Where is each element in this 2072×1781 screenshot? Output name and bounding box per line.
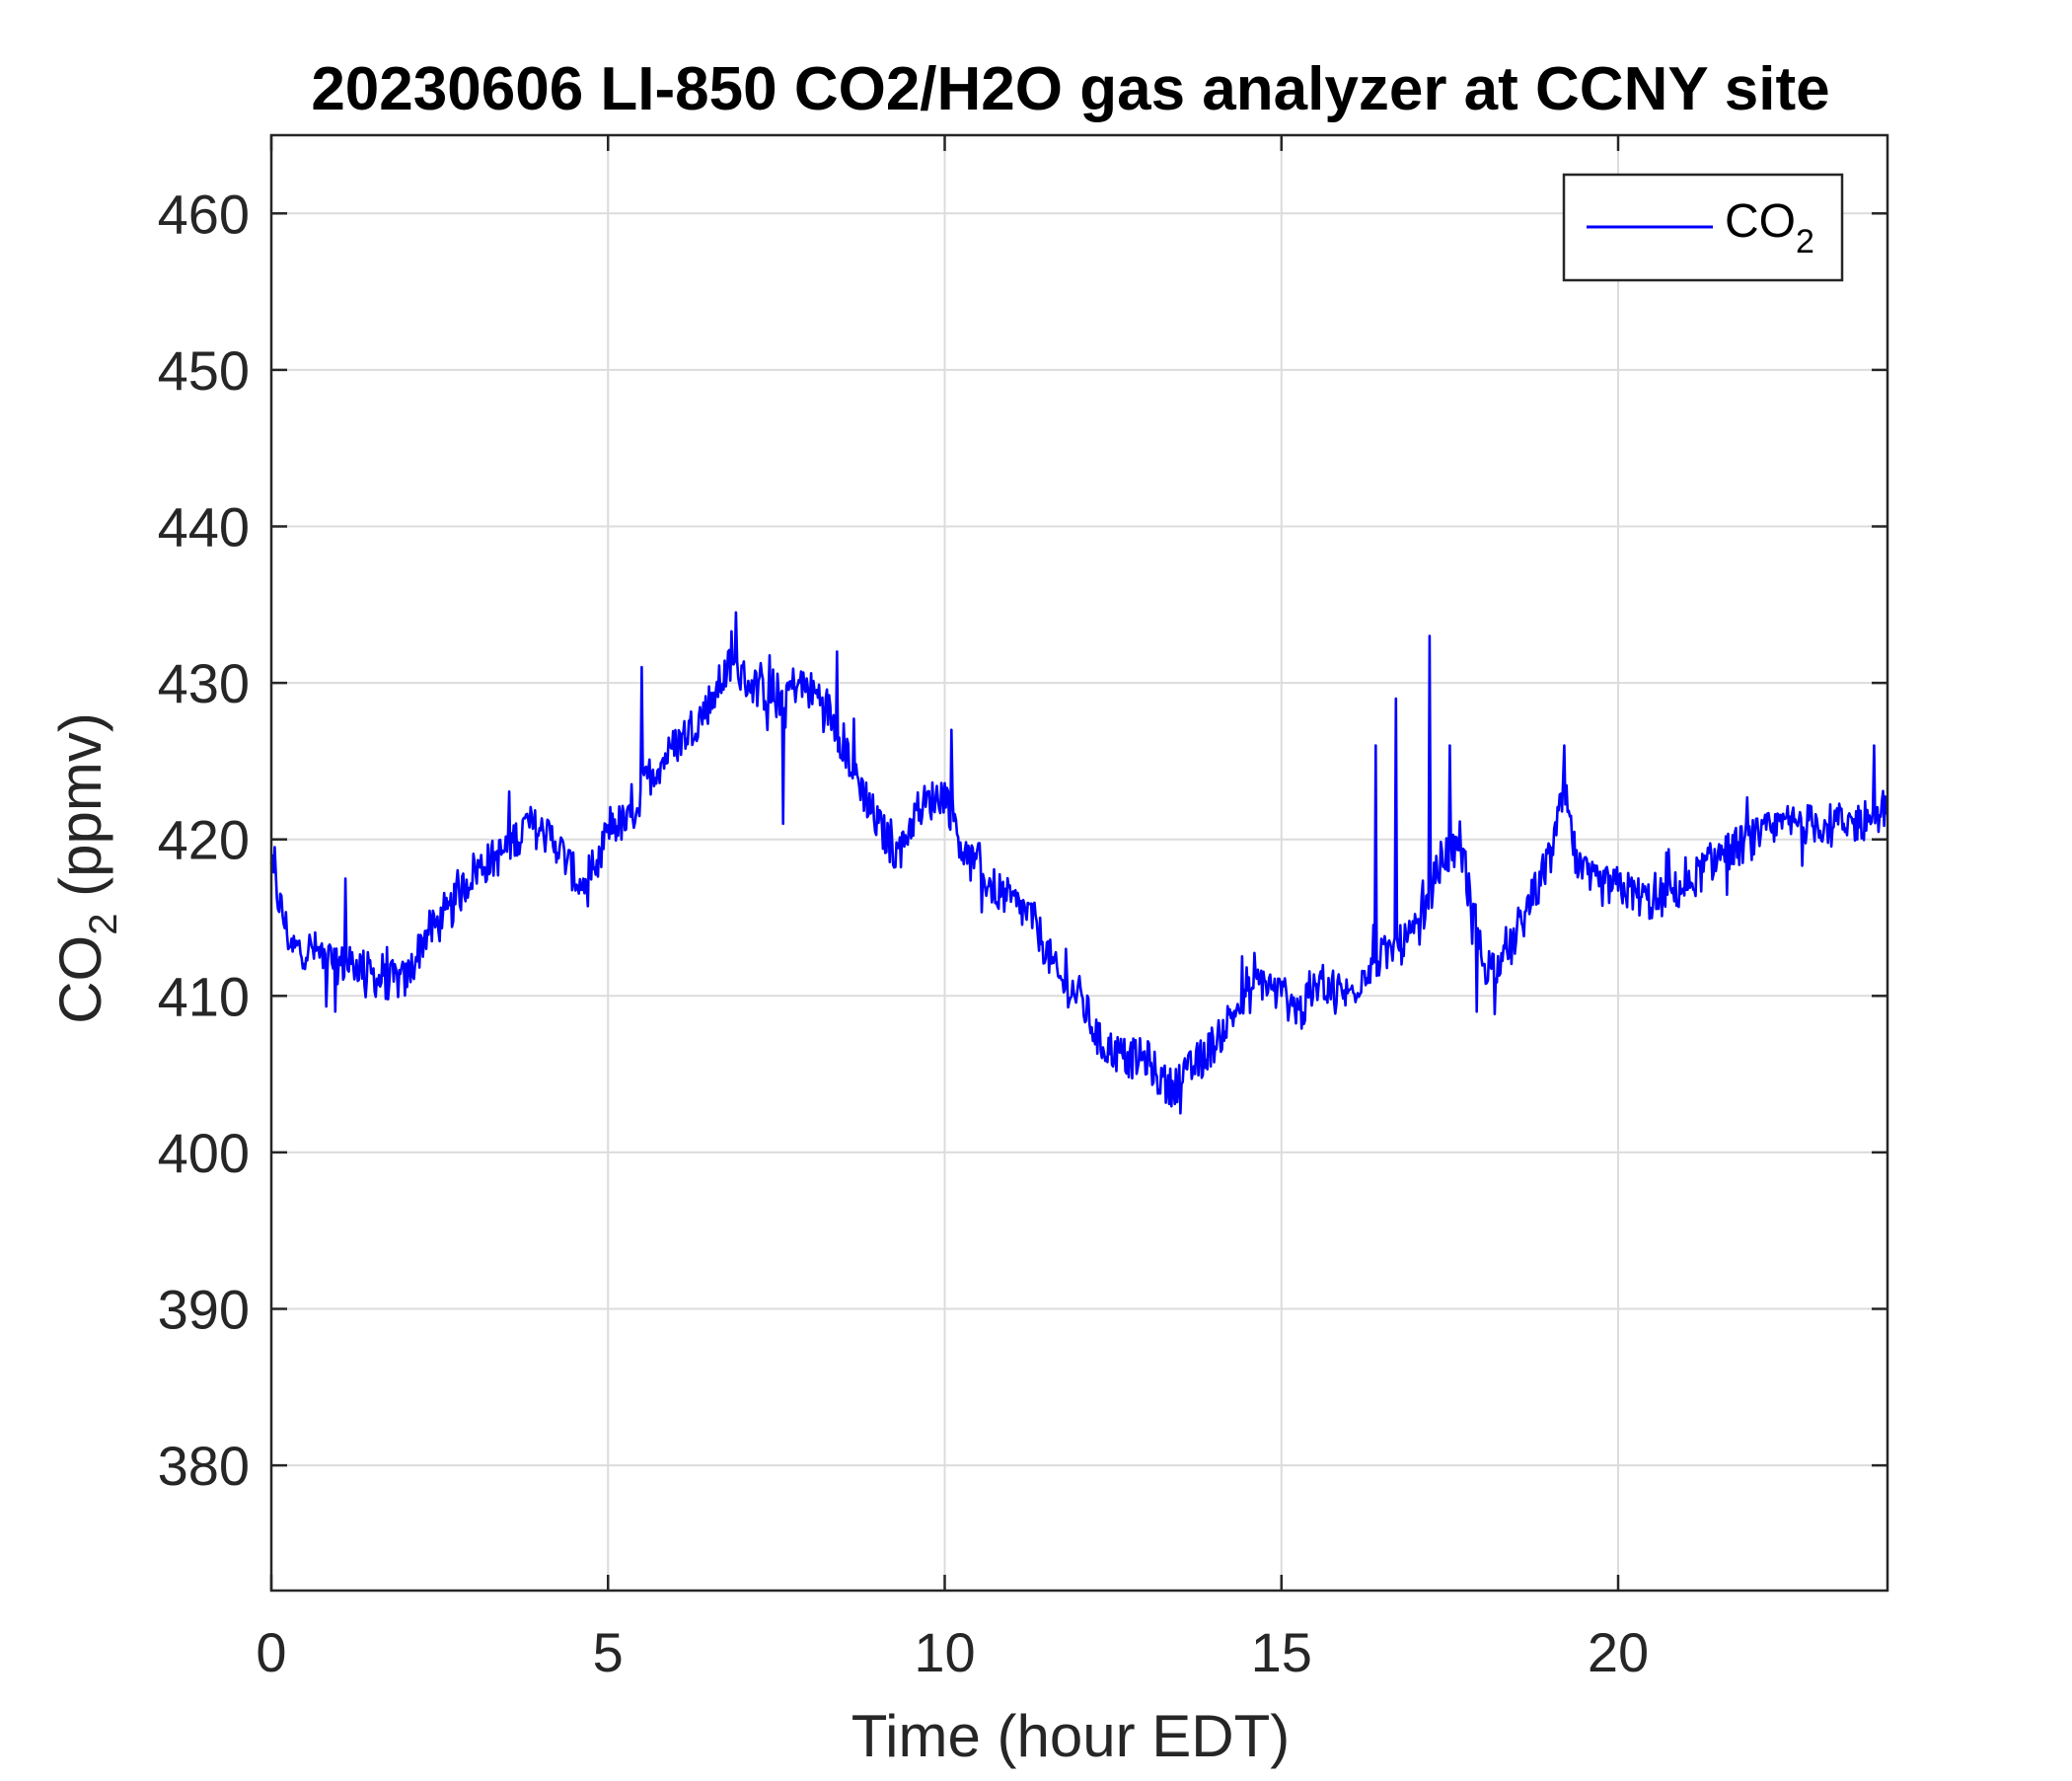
chart-title: 20230606 LI-850 CO2/H2O gas analyzer at … [311, 55, 1829, 123]
grid [271, 135, 1887, 1591]
y-axis-label-subscript: 2 [82, 914, 125, 935]
y-tick-label: 380 [158, 1435, 250, 1497]
legend: CO2 [1562, 173, 1844, 282]
legend-label-co2: CO2 [1725, 195, 1814, 260]
x-tick-label: 15 [1251, 1621, 1312, 1683]
x-tick-label: 0 [256, 1621, 286, 1683]
tick-labels: 0 5 10 15 20 380 390 400 410 420 430 440 450 460 [158, 183, 1650, 1683]
y-tick-label: 390 [158, 1279, 250, 1341]
series-line-co2 [269, 611, 1889, 1115]
y-tick-label: 410 [158, 965, 250, 1027]
series-layer [269, 611, 1889, 1115]
legend-label-subscript: 2 [1796, 223, 1814, 260]
axes [269, 133, 1889, 1593]
y-tick-label: 460 [158, 183, 250, 245]
x-tick-label: 20 [1588, 1621, 1649, 1683]
y-tick-label: 420 [158, 809, 250, 871]
legend-label-main: CO [1725, 195, 1796, 248]
x-tick-label: 5 [593, 1621, 624, 1683]
y-axis-label: CO2 (ppmv) [47, 712, 125, 1024]
y-axis-label-main: CO [47, 935, 113, 1024]
y-tick-label: 430 [158, 652, 250, 714]
x-axis-label: Time (hour EDT) [851, 1703, 1291, 1769]
y-tick-label: 400 [158, 1122, 250, 1184]
x-tick-label: 10 [914, 1621, 975, 1683]
plot-frame [269, 133, 1889, 1593]
y-axis-label-rest: (ppmv) [47, 712, 113, 913]
y-tick-label: 450 [158, 339, 250, 402]
y-tick-label: 440 [158, 496, 250, 558]
